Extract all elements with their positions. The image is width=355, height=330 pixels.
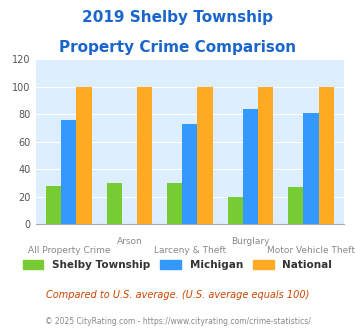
Text: Arson: Arson xyxy=(116,237,142,246)
Bar xyxy=(61,120,76,224)
Bar xyxy=(182,124,197,224)
Text: Property Crime Comparison: Property Crime Comparison xyxy=(59,40,296,54)
Text: Motor Vehicle Theft: Motor Vehicle Theft xyxy=(267,247,355,255)
Bar xyxy=(46,186,61,224)
Text: Burglary: Burglary xyxy=(231,237,270,246)
Text: © 2025 CityRating.com - https://www.cityrating.com/crime-statistics/: © 2025 CityRating.com - https://www.city… xyxy=(45,317,310,326)
Bar xyxy=(243,109,258,224)
Bar xyxy=(228,197,243,224)
Bar xyxy=(197,87,213,224)
Bar xyxy=(167,183,182,224)
Bar xyxy=(288,187,304,224)
Bar xyxy=(319,87,334,224)
Text: 2019 Shelby Township: 2019 Shelby Township xyxy=(82,10,273,25)
Text: All Property Crime: All Property Crime xyxy=(28,247,110,255)
Bar xyxy=(106,183,122,224)
Text: Compared to U.S. average. (U.S. average equals 100): Compared to U.S. average. (U.S. average … xyxy=(46,290,309,300)
Bar xyxy=(304,113,319,224)
Bar xyxy=(137,87,152,224)
Text: Larceny & Theft: Larceny & Theft xyxy=(154,247,226,255)
Legend: Shelby Township, Michigan, National: Shelby Township, Michigan, National xyxy=(18,256,337,275)
Bar xyxy=(258,87,273,224)
Bar xyxy=(76,87,92,224)
